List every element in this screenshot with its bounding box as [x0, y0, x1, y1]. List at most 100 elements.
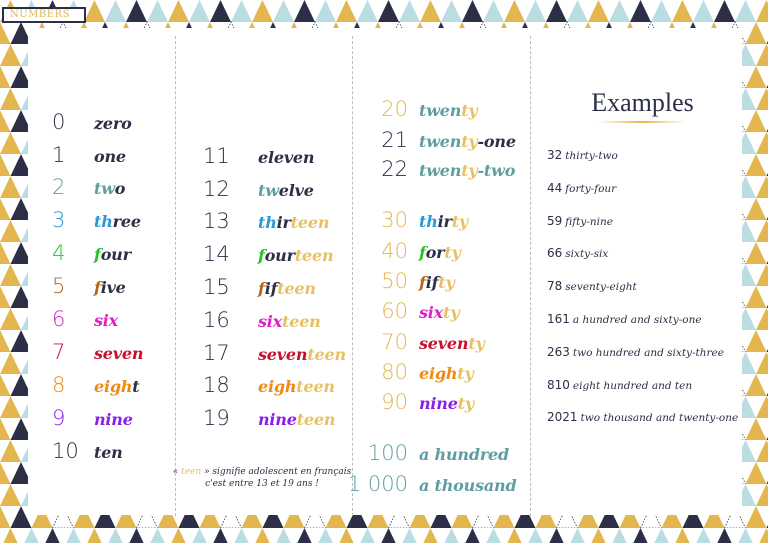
number-word: forty [419, 243, 461, 262]
number-row: 8 eight [52, 373, 140, 397]
word-part: one [94, 147, 126, 166]
word-part: twen [419, 161, 462, 180]
number-word: eighty [419, 364, 474, 383]
example-item: 78 seventy-eight [547, 279, 637, 293]
number-row: 90 ninety [338, 390, 474, 414]
teen-note-line2: c'est entre 13 et 19 ans ! [205, 479, 319, 489]
number-word: thirty [419, 212, 468, 231]
example-words: thirty-two [565, 150, 618, 162]
example-number: 2021 [547, 410, 578, 424]
example-number: 263 [547, 345, 570, 359]
number-row: 13 thirteen [203, 209, 330, 233]
example-words: a hundred and sixty-one [572, 314, 702, 326]
number-digit: 5 [52, 274, 66, 298]
word-part: ir [276, 213, 291, 232]
word-part: nine [419, 394, 458, 413]
word-part: f [94, 278, 101, 297]
example-number: 32 [547, 148, 563, 162]
word-part: eigh [419, 364, 458, 383]
number-digit: 3 [52, 208, 66, 232]
number-row: 9 nine [52, 406, 133, 430]
word-part: nine [94, 410, 133, 429]
number-word: zero [94, 114, 132, 133]
number-row: 60 sixty [338, 299, 459, 323]
numbers-tag: NUMBERS [2, 7, 86, 23]
number-word: fourteen [258, 246, 334, 265]
example-number: 44 [547, 181, 563, 195]
word-part: t [132, 377, 140, 396]
number-digit: 19 [203, 406, 230, 430]
word-part: twen [419, 101, 462, 120]
number-word: nine [94, 410, 133, 429]
word-part: a hundred [419, 445, 510, 464]
example-item: 810 eight hundred and ten [547, 378, 692, 392]
number-digit: 60 [381, 299, 408, 323]
word-part: -two [477, 161, 516, 180]
number-digit: 50 [381, 269, 408, 293]
word-part: f [258, 246, 265, 265]
number-digit: 20 [381, 97, 408, 121]
number-digit: 90 [381, 390, 408, 414]
word-part: ir [437, 212, 452, 231]
number-digit: 100 [367, 441, 408, 465]
number-word: a thousand [419, 476, 517, 495]
word-part: ty [461, 101, 478, 120]
examples-title-underline [598, 121, 686, 123]
number-word: two [94, 179, 125, 198]
teen-note: « teen » signifie adolescent en français… [172, 466, 352, 490]
number-word: a hundred [419, 445, 509, 464]
number-word: seventeen [258, 345, 346, 364]
word-part: o [114, 179, 126, 198]
number-word: twenty-two [419, 161, 515, 180]
word-part: -one [477, 132, 516, 151]
word-part: if [264, 279, 278, 298]
number-row: 12 twelve [203, 177, 314, 201]
number-digit: 80 [381, 360, 408, 384]
number-digit: 9 [52, 406, 66, 430]
column-divider [352, 36, 353, 516]
example-words: forty-four [565, 183, 617, 195]
word-part: elve [278, 181, 314, 200]
word-part: six [419, 303, 444, 322]
number-row: 50 fifty [338, 269, 455, 293]
number-word: fifty [419, 273, 455, 292]
word-part: seven [419, 334, 469, 353]
number-digit: 18 [203, 373, 230, 397]
examples-title: Examples [591, 88, 694, 117]
word-part: eleven [258, 148, 315, 167]
number-digit: 0 [52, 110, 66, 134]
word-part: six [258, 312, 283, 331]
number-word: eleven [258, 148, 315, 167]
word-part: f [94, 245, 101, 264]
number-row: 22 twenty-two [338, 157, 515, 181]
word-part: twen [419, 132, 462, 151]
number-row: 2 two [52, 175, 125, 199]
number-word: ten [94, 443, 123, 462]
number-digit: 13 [203, 209, 230, 233]
number-row: 7 seven [52, 340, 144, 364]
word-part: ty [457, 364, 474, 383]
number-word: nineteen [258, 410, 336, 429]
word-part: our [264, 246, 295, 265]
number-word: sixteen [258, 312, 321, 331]
number-row: 1 000 a thousand [338, 472, 517, 496]
number-row: 6 six [52, 307, 118, 331]
word-part: seven [94, 344, 144, 363]
example-number: 810 [547, 378, 570, 392]
word-part: seven [258, 345, 308, 364]
word-part: ty [444, 243, 461, 262]
example-words: two thousand and twenty-one [580, 412, 739, 424]
word-part: th [419, 212, 438, 231]
number-digit: 2 [52, 175, 66, 199]
number-digit: 40 [381, 239, 408, 263]
word-part: ty [438, 273, 455, 292]
word-part: tw [258, 181, 279, 200]
number-digit: 22 [381, 157, 408, 181]
number-word: five [94, 278, 126, 297]
number-digit: 1 000 [347, 472, 408, 496]
number-digit: 8 [52, 373, 66, 397]
example-number: 161 [547, 312, 570, 326]
number-digit: 12 [203, 177, 230, 201]
word-part: or [425, 243, 445, 262]
number-word: twenty-one [419, 132, 516, 151]
